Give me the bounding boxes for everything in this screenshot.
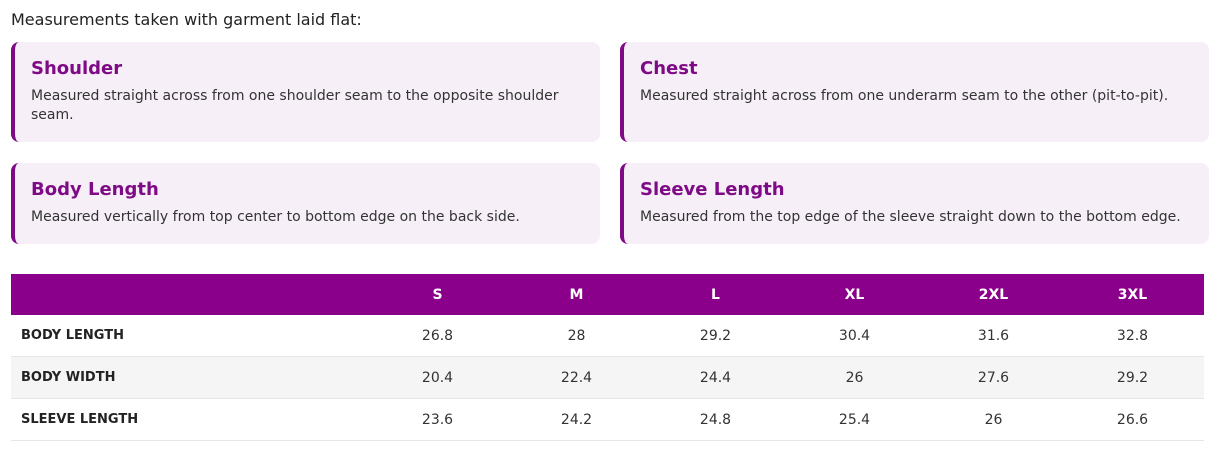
table-cell: 27.6	[977, 369, 1010, 386]
table-cell: 26	[984, 411, 1003, 428]
card-title: Body Length	[31, 179, 159, 200]
card-title: Chest	[640, 58, 698, 79]
header-size-m: M	[569, 286, 584, 303]
header-size-xl: XL	[844, 286, 865, 303]
table-cell: 32.8	[1116, 327, 1149, 344]
card-description: Measured straight across from one should…	[31, 88, 559, 123]
card-description: Measured vertically from top center to b…	[31, 209, 520, 225]
table-cell: 29.2	[1116, 369, 1149, 386]
card-description: Measured straight across from one undera…	[640, 88, 1169, 104]
card-description: Measured from the top edge of the sleeve…	[640, 209, 1181, 225]
card-title: Sleeve Length	[640, 179, 785, 200]
size-chart-table: S M L XL 2XL 3XL BODY LENGTH 26.8 28 29.…	[11, 274, 1204, 441]
table-cell: 24.8	[699, 411, 732, 428]
card-sleeve-length: Sleeve Length Measured from the top edge…	[620, 163, 1209, 244]
table-cell: 20.4	[421, 369, 454, 386]
table-cell: 24.2	[560, 411, 593, 428]
card-shoulder: Shoulder Measured straight across from o…	[11, 42, 600, 142]
table-cell: 25.4	[838, 411, 871, 428]
table-cell: 26.6	[1116, 411, 1149, 428]
header-size-2xl: 2XL	[978, 286, 1009, 303]
card-body-length: Body Length Measured vertically from top…	[11, 163, 600, 244]
table-cell: 31.6	[977, 327, 1010, 344]
table-cell: 26.8	[421, 327, 454, 344]
table-cell: 26	[845, 369, 864, 386]
table-row: BODY LENGTH 26.8 28 29.2 30.4 31.6 32.8	[11, 315, 1204, 357]
header-size-s: S	[432, 286, 443, 303]
row-label: BODY WIDTH	[21, 370, 116, 385]
header-size-l: L	[711, 286, 720, 303]
table-row: SLEEVE LENGTH 23.6 24.2 24.8 25.4 26 26.…	[11, 399, 1204, 441]
card-title: Shoulder	[31, 58, 123, 79]
row-label: BODY LENGTH	[21, 328, 124, 343]
header-size-3xl: 3XL	[1117, 286, 1148, 303]
card-chest: Chest Measured straight across from one …	[620, 42, 1209, 142]
table-cell: 24.4	[699, 369, 732, 386]
table-cell: 30.4	[838, 327, 871, 344]
table-cell: 22.4	[560, 369, 593, 386]
table-cell: 28	[567, 327, 586, 344]
table-cell: 23.6	[421, 411, 454, 428]
table-row: BODY WIDTH 20.4 22.4 24.4 26 27.6 29.2	[11, 357, 1204, 399]
header-empty-cell	[11, 274, 368, 315]
row-label: SLEEVE LENGTH	[21, 412, 139, 427]
measurement-intro: Measurements taken with garment laid fla…	[11, 10, 362, 29]
table-cell: 29.2	[699, 327, 732, 344]
table-header-row: S M L XL 2XL 3XL	[11, 274, 1204, 315]
